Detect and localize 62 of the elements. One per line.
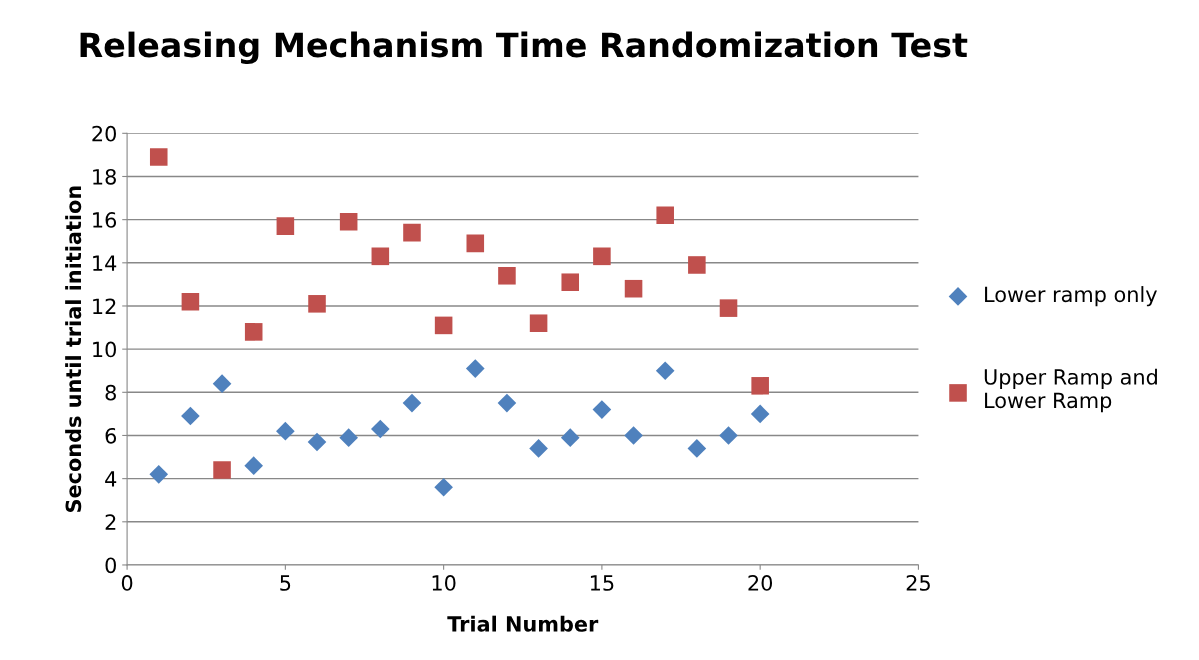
point [466, 234, 485, 253]
point [213, 461, 231, 479]
point [276, 421, 295, 441]
y-tick-label: 12 [93, 298, 116, 314]
point [149, 465, 169, 484]
point [371, 247, 390, 266]
point [655, 361, 675, 381]
point [719, 299, 738, 317]
point [592, 400, 612, 419]
point [624, 426, 643, 445]
point [719, 426, 738, 445]
point [276, 217, 295, 235]
point [750, 404, 770, 424]
point [434, 316, 453, 335]
point [593, 247, 611, 266]
point [403, 223, 421, 242]
x-tick-label: 10 [432, 575, 456, 591]
y-tick-label: 14 [93, 255, 117, 271]
x-tick-label: 20 [748, 575, 773, 591]
y-tick-label: 8 [105, 384, 116, 401]
point [402, 393, 422, 413]
legend-label: Lower ramp only [985, 286, 1157, 307]
x-tick-label: 25 [906, 575, 930, 591]
y-tick-label: 6 [105, 427, 117, 444]
point [307, 432, 327, 452]
y-tick-label: 16 [93, 212, 117, 228]
chart-title: Releasing Mechanism Time Randomization Test [80, 31, 968, 65]
point [529, 314, 548, 333]
point [212, 374, 232, 393]
point [339, 213, 358, 231]
x-tick-label: 15 [590, 575, 614, 591]
point [560, 428, 580, 447]
point [656, 206, 674, 225]
point [244, 323, 263, 341]
point [529, 439, 548, 458]
point [181, 406, 200, 426]
point [371, 419, 390, 439]
point [687, 439, 707, 458]
y-tick-label: 4 [105, 471, 117, 487]
y-tick-label: 10 [93, 341, 116, 358]
legend-label: Upper Ramp and Lower Ramp [984, 368, 1157, 413]
point [434, 477, 453, 497]
y-axis-title: Seconds until trial initiation [65, 186, 82, 512]
point [181, 292, 200, 311]
point [497, 393, 517, 413]
point [339, 428, 358, 447]
x-tick-label: 0 [121, 575, 133, 591]
point [498, 266, 516, 285]
point [149, 148, 168, 166]
point [561, 273, 580, 292]
point [688, 256, 706, 274]
y-tick-label: 18 [93, 168, 116, 185]
y-tick-label: 2 [105, 514, 116, 530]
point [465, 359, 485, 378]
point [244, 456, 264, 475]
y-tick-label: 0 [105, 557, 116, 574]
x-tick-label: 5 [280, 575, 291, 591]
x-axis-title: Trial Number [447, 615, 599, 632]
y-tick-label: 20 [92, 125, 116, 142]
point [751, 377, 769, 395]
point [624, 279, 643, 298]
point [308, 295, 326, 313]
